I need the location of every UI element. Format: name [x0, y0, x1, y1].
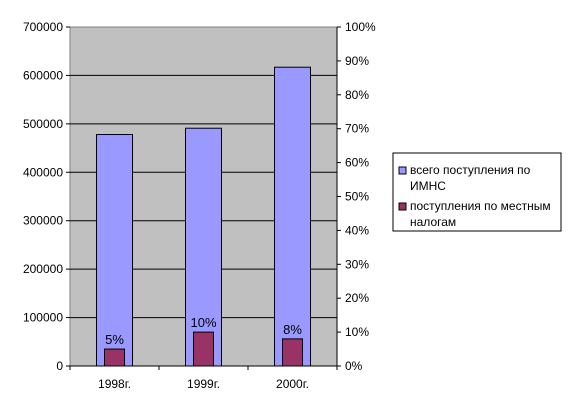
- legend-label-total-line2: ИМНС: [410, 179, 446, 193]
- legend-box: [392, 152, 562, 232]
- x-tick-label: 1998г.: [98, 377, 131, 391]
- y2-tick-label: 100%: [345, 20, 376, 34]
- legend-label-local-line2: налогам: [410, 215, 456, 229]
- data-label-local: 5%: [105, 332, 124, 347]
- legend-swatch-local: [398, 202, 407, 211]
- x-tick-label: 1999г.: [187, 377, 220, 391]
- y2-tick-label: 40%: [345, 223, 369, 237]
- data-labels: 5% 10% 8%: [105, 315, 302, 347]
- y2-tick-label: 0%: [345, 359, 363, 373]
- y2-tick-label: 70%: [345, 122, 369, 136]
- axes: 0 100000 200000 300000 400000 500000 600000 700…: [23, 20, 376, 391]
- y2-tick-label: 80%: [345, 88, 369, 102]
- legend-label-local-line1: поступления по местным: [410, 199, 551, 213]
- data-label-local: 10%: [190, 315, 216, 330]
- y-tick-label: 300000: [23, 214, 63, 228]
- bar-local: [282, 338, 303, 367]
- y2-tick-label: 30%: [345, 257, 369, 271]
- bar-total: [274, 66, 311, 367]
- y-tick-label: 100000: [23, 311, 63, 325]
- bars: [96, 66, 311, 367]
- y2-tick-label: 50%: [345, 190, 369, 204]
- bar-total: [185, 127, 222, 367]
- y-tick-label: 200000: [23, 262, 63, 276]
- y2-tick-label: 60%: [345, 156, 369, 170]
- y-tick-label: 600000: [23, 68, 63, 82]
- y-tick-label: 400000: [23, 165, 63, 179]
- data-label-local: 8%: [283, 322, 302, 337]
- y-tick-label: 500000: [23, 117, 63, 131]
- bar-local: [104, 348, 125, 367]
- x-tick-label: 2000г.: [276, 377, 309, 391]
- bar-local: [193, 331, 214, 367]
- legend-swatch-total: [398, 166, 407, 175]
- y-tick-label: 700000: [23, 20, 63, 34]
- y2-tick-label: 20%: [345, 291, 369, 305]
- legend-label-total-line1: всего поступления по: [410, 163, 531, 177]
- y2-tick-label: 10%: [345, 325, 369, 339]
- y2-tick-label: 90%: [345, 54, 369, 68]
- y-tick-label: 0: [56, 359, 63, 373]
- legend: всего поступления по ИМНС поступления по…: [392, 152, 562, 232]
- bar-total: [96, 134, 133, 367]
